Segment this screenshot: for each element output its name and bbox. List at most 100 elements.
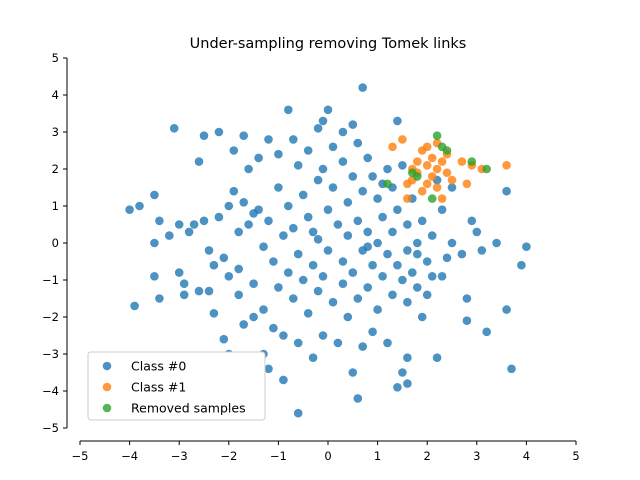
data-point — [422, 142, 432, 152]
data-point — [413, 157, 422, 166]
data-point — [204, 246, 214, 255]
data-point — [189, 220, 199, 229]
data-point — [318, 164, 328, 174]
chart-title: Under-sampling removing Tomek links — [190, 36, 467, 52]
data-point — [427, 231, 437, 240]
data-point — [219, 334, 229, 344]
y-tick-label: 5 — [52, 51, 59, 65]
data-point — [199, 131, 209, 140]
y-tick-label: 2 — [52, 162, 59, 176]
data-point — [194, 286, 204, 296]
data-point — [204, 286, 214, 296]
data-point — [447, 183, 457, 192]
data-point — [447, 238, 457, 248]
data-point — [239, 131, 248, 140]
data-point — [477, 246, 487, 255]
data-point — [323, 205, 333, 214]
data-point — [194, 157, 204, 166]
data-point — [209, 260, 219, 270]
data-point — [348, 120, 358, 129]
data-point — [293, 249, 303, 259]
data-point — [343, 198, 353, 207]
data-point — [393, 116, 402, 126]
data-point — [333, 220, 343, 229]
data-point — [279, 231, 288, 240]
data-point — [403, 353, 412, 363]
data-point — [393, 205, 402, 214]
data-point — [303, 309, 313, 318]
data-point — [303, 146, 313, 155]
x-tick-label: −5 — [72, 449, 89, 463]
data-point — [442, 253, 452, 263]
data-point — [373, 194, 382, 203]
data-point — [264, 216, 273, 226]
data-point — [259, 305, 268, 314]
data-point — [289, 223, 298, 233]
data-point — [482, 164, 492, 174]
data-point — [244, 220, 253, 229]
data-point — [239, 198, 248, 207]
data-point — [447, 175, 457, 185]
data-point — [328, 142, 338, 152]
legend-label: Class #1 — [131, 380, 186, 395]
data-point — [239, 320, 248, 329]
data-point — [427, 153, 437, 163]
data-point — [353, 216, 363, 226]
x-tick-label: 1 — [374, 449, 381, 463]
data-point — [214, 212, 224, 222]
data-point — [249, 209, 258, 218]
data-point — [482, 327, 492, 337]
data-point — [264, 364, 273, 374]
data-point — [348, 268, 358, 277]
data-point — [179, 290, 189, 300]
data-point — [422, 257, 432, 266]
x-tick-label: −1 — [270, 449, 287, 463]
data-point — [279, 331, 288, 340]
data-point — [165, 231, 174, 240]
data-point — [328, 297, 338, 307]
data-point — [413, 283, 422, 292]
data-point — [502, 161, 511, 170]
legend-box — [87, 351, 266, 421]
data-point — [363, 242, 373, 251]
data-point — [209, 309, 219, 318]
data-point — [393, 383, 402, 392]
data-point — [492, 238, 501, 248]
data-point — [313, 175, 323, 185]
x-tick-label: 4 — [523, 449, 530, 463]
data-point — [432, 353, 442, 363]
data-point — [323, 105, 333, 115]
data-point — [224, 272, 234, 281]
data-point — [298, 275, 308, 285]
data-point — [308, 260, 318, 270]
data-point — [363, 227, 373, 237]
data-point — [432, 183, 442, 192]
data-point — [417, 312, 427, 322]
data-point — [383, 164, 392, 174]
legend-marker — [102, 403, 112, 413]
data-point — [229, 186, 239, 196]
data-point — [442, 146, 452, 155]
data-point — [363, 283, 373, 292]
data-point — [427, 194, 437, 203]
y-tick-label: 4 — [52, 88, 59, 102]
data-point — [338, 257, 348, 266]
data-point — [358, 342, 368, 351]
data-point — [254, 153, 263, 163]
data-point — [368, 327, 377, 337]
data-point — [417, 186, 427, 196]
data-point — [383, 179, 392, 189]
data-point — [289, 135, 298, 144]
data-point — [388, 290, 397, 300]
data-point — [234, 227, 243, 237]
data-point — [155, 294, 164, 303]
axes: −5 −4 −3 −2 −1 0 1 2 3 4 5 −5 −4 −3 −2 −1 0 1 2 3 4 5 — [42, 51, 580, 463]
data-point — [403, 194, 412, 203]
x-tick-label: 0 — [324, 449, 331, 463]
data-point — [373, 305, 382, 314]
series-0 — [125, 83, 531, 418]
data-point — [383, 338, 392, 348]
series-2 — [383, 131, 492, 203]
data-point — [442, 168, 452, 177]
